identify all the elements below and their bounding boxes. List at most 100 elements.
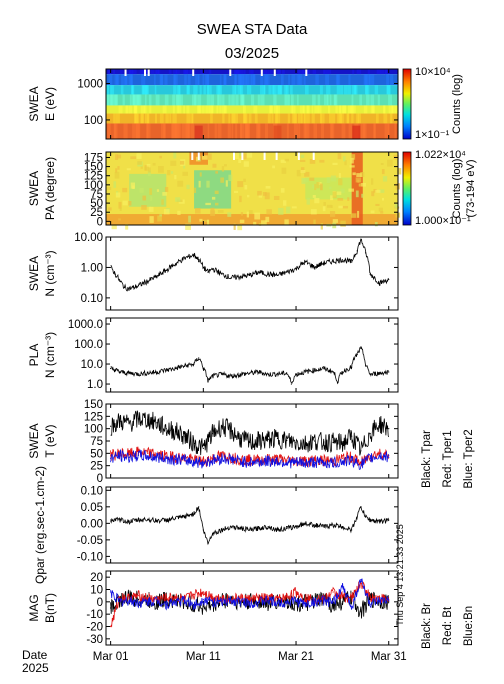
energy-texture [259, 85, 264, 95]
energy-texture [172, 113, 177, 124]
energy-texture [394, 123, 397, 139]
pa-texture [217, 209, 224, 213]
energy-texture [265, 74, 270, 86]
energy-hot-spot [194, 125, 203, 139]
y-tick-label: 125 [84, 411, 103, 423]
y-tick-label: 75 [90, 436, 103, 448]
energy-texture [183, 69, 189, 75]
pa-texture [314, 183, 317, 191]
energy-texture [274, 105, 278, 114]
pa-texture [159, 155, 162, 159]
energy-texture [178, 123, 181, 139]
energy-texture [298, 69, 303, 75]
energy-texture [257, 123, 260, 139]
energy-texture [314, 105, 319, 114]
energy-texture [331, 113, 336, 124]
pa-texture [280, 188, 285, 193]
energy-texture [269, 69, 273, 75]
pa-texture [278, 207, 284, 215]
data-point-swea-density [110, 266, 112, 269]
energy-texture [189, 69, 193, 75]
y-tick-label: -10 [86, 609, 103, 621]
y-tick-label: -30 [86, 634, 103, 646]
date-label: Date [22, 648, 48, 662]
energy-texture [132, 123, 136, 139]
energy-texture [159, 113, 164, 124]
pa-texture [210, 210, 216, 217]
pa-texture [253, 221, 257, 226]
energy-band [106, 105, 398, 114]
pa-texture [201, 155, 208, 160]
y-axis-label-2: N (cm⁻³) [43, 250, 57, 296]
pa-texture [137, 161, 142, 165]
pa-texture [254, 212, 261, 220]
pa-texture [358, 183, 361, 187]
energy-texture [173, 69, 178, 75]
energy-texture [298, 74, 301, 86]
data-point-Tper1 [147, 452, 149, 454]
energy-texture [311, 105, 314, 114]
pa-texture [122, 187, 128, 193]
energy-texture [273, 94, 277, 106]
data-point-Tpar [276, 437, 279, 440]
series-line-Tper2 [110, 448, 390, 470]
pa-texture [310, 209, 317, 215]
energy-texture [221, 105, 226, 114]
y-tick-label: -0.05 [77, 535, 103, 547]
pa-texture [220, 177, 225, 183]
y-axis-label-1: SWEA [27, 171, 41, 206]
energy-texture [201, 105, 205, 114]
pa-texture [284, 158, 289, 162]
energy-texture [115, 113, 120, 124]
energy-texture [235, 94, 239, 106]
pa-texture [215, 202, 219, 206]
energy-texture [328, 105, 331, 114]
pa-texture [319, 159, 325, 163]
pa-texture [194, 208, 201, 214]
x-tick-label: Mar 11 [186, 651, 221, 663]
energy-texture [219, 105, 222, 114]
energy-texture [146, 113, 150, 124]
panel-frame [105, 151, 399, 226]
energy-texture [133, 113, 137, 124]
y-axis-label-4: T (eV) [43, 424, 57, 457]
energy-texture [145, 94, 147, 106]
energy-texture [276, 105, 280, 114]
energy-texture [129, 94, 132, 106]
pa-texture [361, 193, 364, 198]
series-line-swea-density [110, 238, 389, 292]
energy-texture [199, 85, 202, 95]
pa-texture [215, 171, 218, 174]
energy-texture [368, 74, 371, 86]
energy-texture [200, 69, 204, 75]
data-gap [197, 152, 200, 160]
pa-texture [193, 187, 197, 194]
energy-texture [222, 113, 225, 124]
energy-texture [190, 123, 194, 139]
pa-texture [195, 156, 200, 162]
y-tick-label: 0 [97, 473, 103, 485]
pa-texture [214, 190, 219, 195]
pa-texture [387, 159, 393, 167]
pa-texture [306, 197, 310, 205]
energy-texture [312, 69, 317, 75]
pa-texture [118, 201, 122, 209]
energy-texture [335, 74, 341, 86]
energy-texture [321, 123, 325, 139]
energy-texture [245, 123, 250, 139]
data-point-Bt [276, 598, 279, 600]
panel-frame [105, 570, 399, 646]
legend-entry: Blue:Bn [463, 606, 475, 646]
energy-texture [254, 113, 258, 124]
y-tick-label: 0 [97, 216, 103, 228]
data-point-Tpar [110, 425, 112, 427]
pa-texture [132, 185, 135, 190]
pa-texture [159, 214, 162, 217]
data-point-Tper2 [174, 458, 177, 460]
energy-texture [390, 113, 393, 124]
energy-texture [169, 113, 172, 124]
energy-texture [109, 85, 113, 95]
pa-region [106, 214, 398, 225]
pa-texture [330, 175, 337, 182]
energy-texture [210, 94, 215, 106]
